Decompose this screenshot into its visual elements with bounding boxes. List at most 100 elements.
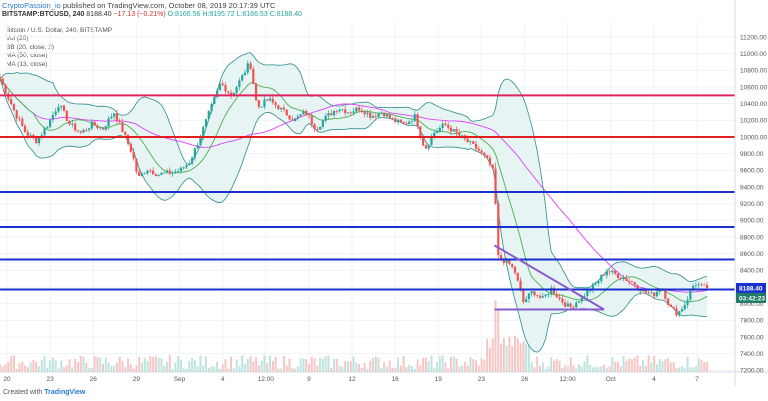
- volume-bar: [166, 361, 169, 372]
- volume-bar: [533, 367, 536, 372]
- candle-body: [586, 290, 589, 296]
- candle-body: [154, 174, 157, 177]
- volume-bar: [327, 355, 330, 372]
- volume-bar: [394, 368, 397, 372]
- volume-bar: [294, 368, 297, 372]
- candle-body: [260, 106, 263, 108]
- time-tick-label: 23: [47, 376, 55, 383]
- volume-bar: [352, 356, 355, 372]
- legend-ma13[interactable]: MA (13, close): [6, 60, 48, 68]
- candle-body: [18, 118, 21, 120]
- volume-bar: [113, 365, 116, 372]
- legend-bollinger[interactable]: BB (20, close, 2): [6, 43, 55, 51]
- candle-body: [611, 270, 614, 273]
- candle-body: [530, 291, 533, 294]
- time-tick-label: 20: [3, 376, 11, 383]
- candle-body: [469, 141, 472, 143]
- volume-bar: [63, 367, 66, 372]
- volume-bar: [101, 363, 104, 372]
- volume-bar: [385, 366, 388, 372]
- candle-body: [238, 80, 241, 88]
- candle-body: [630, 281, 634, 283]
- volume-bar: [466, 365, 469, 372]
- candle-body: [497, 203, 500, 256]
- candle-body: [461, 135, 464, 137]
- volume-bar: [115, 363, 118, 372]
- candle-body: [522, 290, 525, 302]
- candle-body: [383, 112, 386, 117]
- volume-bar: [399, 365, 402, 372]
- candle-body: [60, 105, 63, 107]
- volume-bar: [408, 364, 411, 372]
- candle-body: [441, 123, 444, 128]
- candle-body: [438, 127, 441, 131]
- candle-body: [221, 83, 224, 86]
- candle-body: [299, 114, 302, 117]
- candle-body: [157, 174, 160, 177]
- time-tick-label: 29: [133, 376, 141, 383]
- candle-body: [355, 107, 358, 112]
- volume-bar: [238, 366, 241, 372]
- candle-body: [101, 127, 105, 130]
- volume-bar: [302, 358, 305, 372]
- volume-bar: [4, 364, 7, 372]
- volume-bar: [633, 357, 636, 372]
- volume-bar: [199, 355, 202, 372]
- legend-volume[interactable]: Vol (20): [6, 35, 29, 43]
- volume-bar: [127, 358, 130, 372]
- countdown-tag: [736, 292, 766, 303]
- trendlines[interactable]: [493, 244, 605, 311]
- volume-bar: [96, 356, 99, 372]
- candle-body: [252, 68, 255, 85]
- tradingview-logo[interactable]: TradingView: [44, 389, 86, 396]
- candle-body: [341, 109, 344, 111]
- candle-body: [26, 132, 29, 136]
- volume-bar: [703, 362, 706, 372]
- candle-body: [477, 148, 480, 151]
- volume-bar: [527, 337, 530, 372]
- candle-body: [619, 277, 622, 279]
- legend-ma50[interactable]: MA (50, close): [6, 52, 48, 60]
- time-tick-label: 4: [652, 376, 656, 383]
- volume-bar: [363, 363, 366, 372]
- volume-bar: [191, 358, 194, 372]
- volume-bar: [622, 355, 625, 372]
- volume-bar: [616, 361, 619, 372]
- candle-body: [628, 280, 631, 282]
- candle-body: [296, 116, 299, 119]
- candle-body: [664, 290, 667, 299]
- legend-symbol[interactable]: Bitcoin / U.S. Dollar, 240, BITSTAMP: [6, 27, 113, 34]
- symbol-label: BITSTAMP:BTCUSD, 240: [2, 11, 85, 18]
- candle-body: [703, 284, 706, 286]
- candle-body: [572, 306, 575, 308]
- volume-bar: [589, 365, 592, 372]
- volume-bar: [700, 359, 703, 372]
- volume-bar: [37, 366, 40, 372]
- volume-bar: [463, 361, 466, 372]
- horizontal-levels[interactable]: [0, 94, 735, 291]
- volume-bar: [419, 365, 422, 372]
- candle-body: [433, 132, 436, 137]
- candle-body: [422, 136, 425, 146]
- candle-body: [494, 168, 497, 204]
- ohlc-bar: BITSTAMP:BTCUSD, 240 8188.40 −17.13 (−0.…: [2, 10, 302, 20]
- candle-body: [291, 119, 294, 121]
- volume-bar: [26, 366, 29, 372]
- volume-bar: [547, 366, 550, 372]
- author-link[interactable]: CryptoPassion_io: [2, 1, 61, 10]
- candle-body: [377, 113, 380, 117]
- candle-body: [174, 171, 177, 173]
- volume-bar: [377, 357, 380, 372]
- candle-body: [302, 111, 305, 115]
- price-tick-label: 9600.00: [740, 168, 764, 175]
- volume-bar: [213, 366, 216, 372]
- candle-body: [79, 131, 82, 133]
- volume-bar: [196, 366, 199, 372]
- time-tick-label: Oct: [606, 376, 616, 383]
- price-tick-label: 11200.00: [740, 34, 767, 41]
- volume-bar: [541, 362, 544, 372]
- volume-bar: [68, 359, 71, 372]
- close-value: C:8188.40: [269, 11, 302, 18]
- volume-bar: [188, 360, 191, 372]
